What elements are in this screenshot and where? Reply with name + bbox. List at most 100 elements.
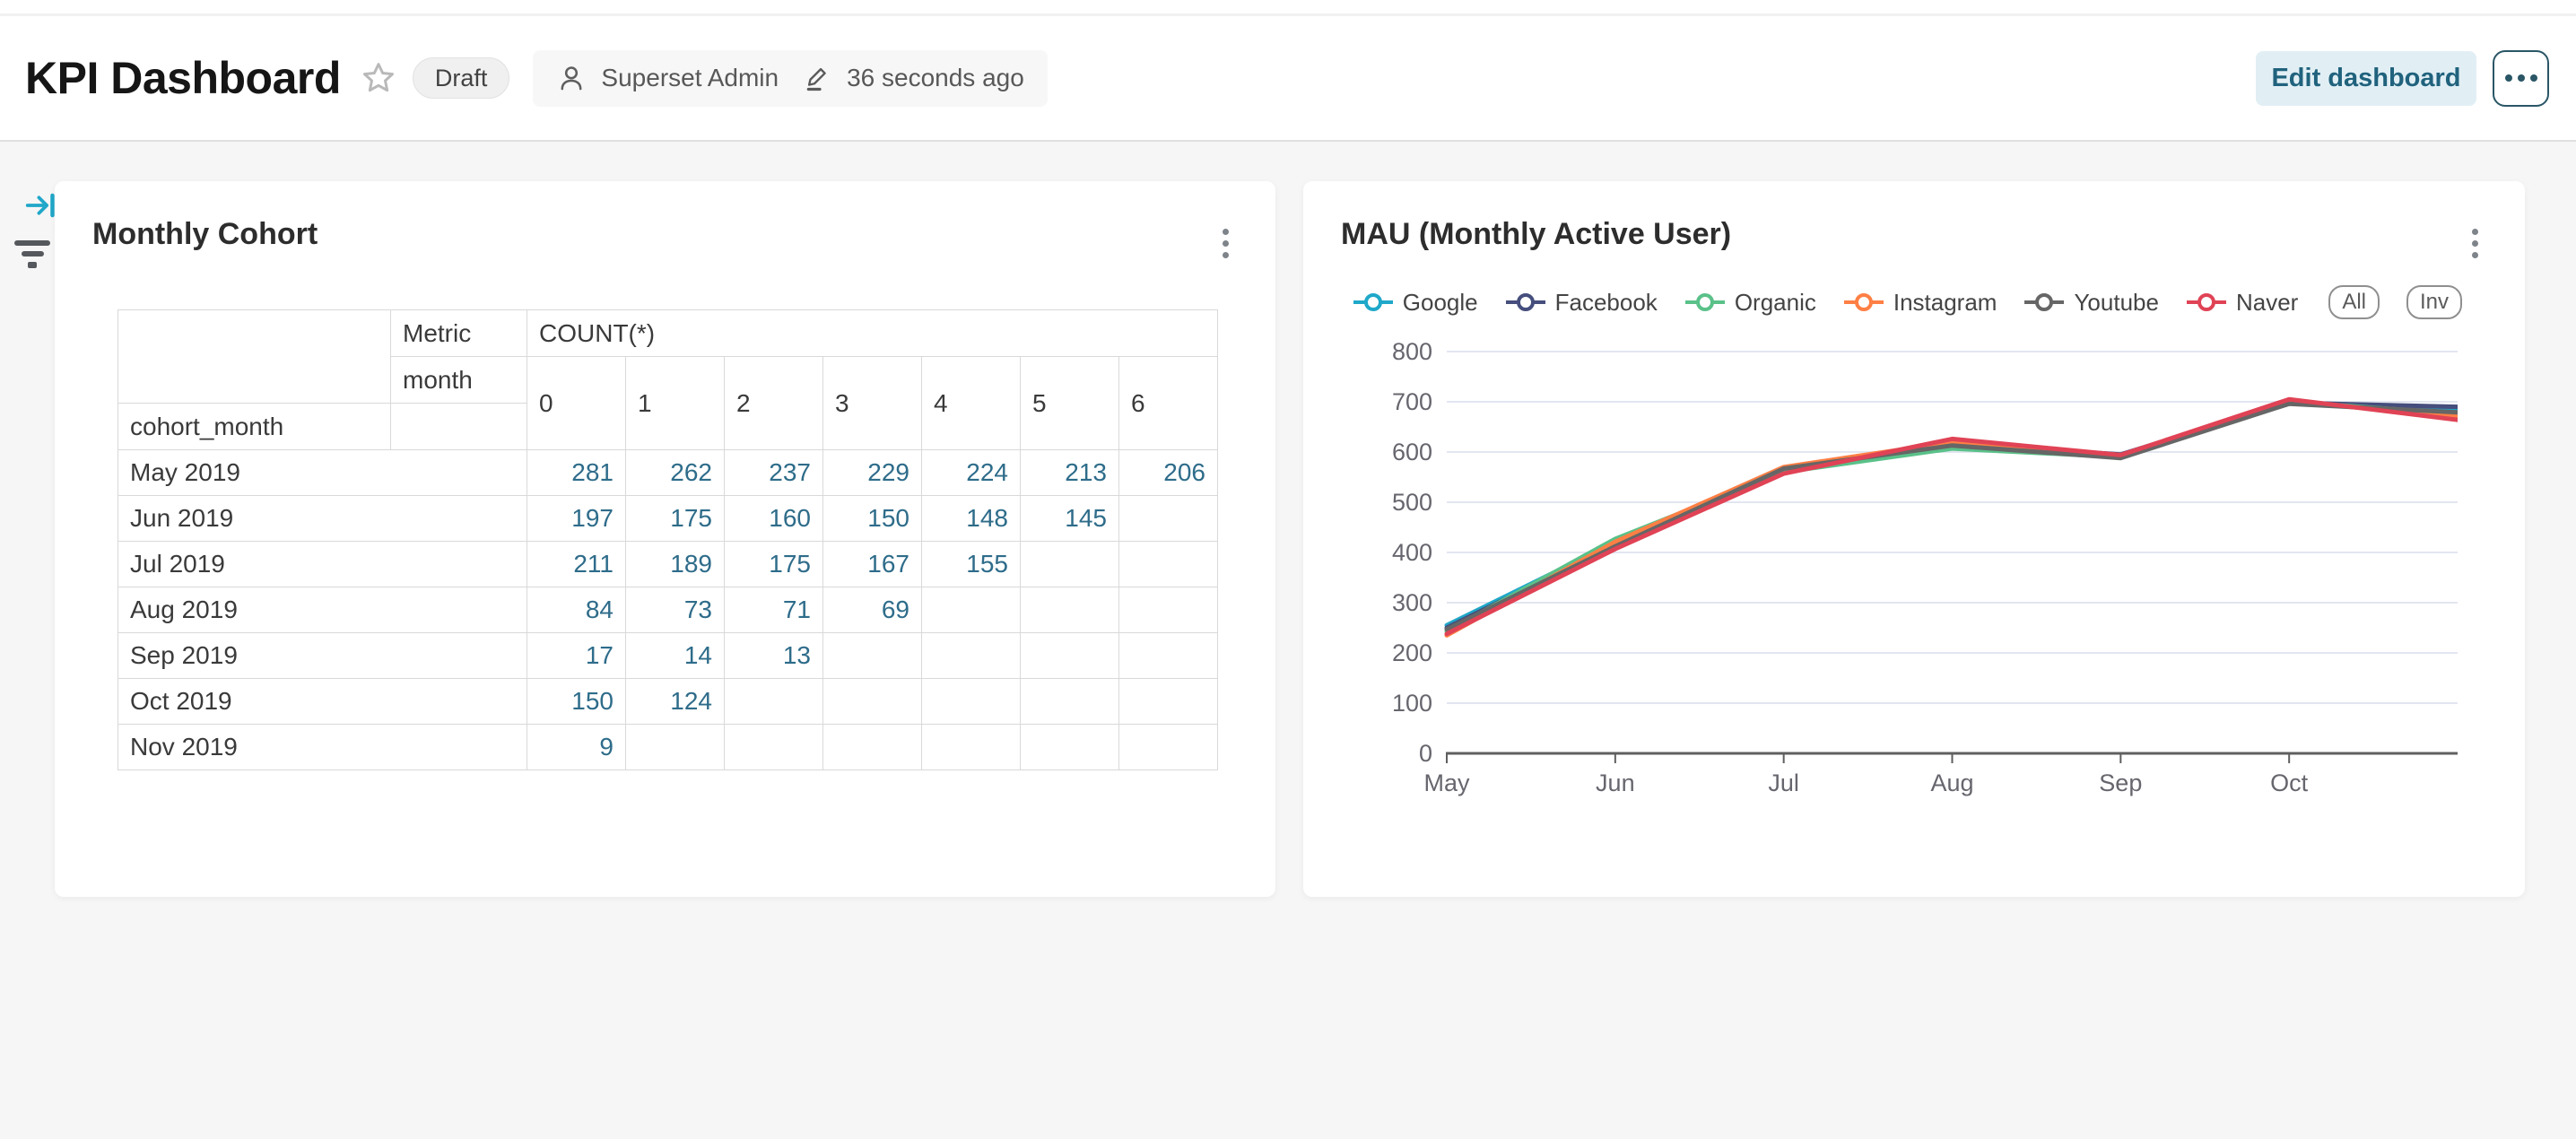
line-series-facebook (1444, 400, 2460, 630)
cell-value: 213 (1020, 449, 1119, 496)
column-dimension-cell: month (390, 356, 527, 404)
legend-item-facebook[interactable]: Facebook (1505, 289, 1658, 317)
svg-text:500: 500 (1392, 489, 1432, 516)
legend-item-instagram[interactable]: Instagram (1843, 289, 1997, 317)
cell-value: 167 (822, 541, 922, 587)
cell-value (1020, 724, 1119, 770)
last-modified: 36 seconds ago (847, 64, 1024, 91)
more-options-button[interactable] (2493, 49, 2549, 107)
column-key-cell: 3 (822, 356, 922, 450)
cell-value (921, 678, 1021, 725)
cell-value: 17 (527, 632, 626, 679)
legend-item-google[interactable]: Google (1353, 289, 1478, 317)
legend-marker-icon (2024, 293, 2065, 311)
table-row: Jul 2019 211 189 175 167 155 (117, 541, 1218, 587)
table-row: May 2019 281 262 237 229 224 213 206 (117, 449, 1218, 496)
legend-marker-icon (1505, 293, 1545, 311)
line-series-youtube (1444, 401, 2460, 632)
status-badge: Draft (412, 57, 510, 100)
nav-divider (0, 13, 2576, 16)
cell-value: 175 (724, 541, 823, 587)
row-label: Aug 2019 (117, 587, 527, 633)
cell-value (1118, 632, 1218, 679)
cell-value: 197 (527, 495, 626, 542)
table-row: Nov 2019 9 (117, 724, 1218, 770)
svg-text:100: 100 (1392, 690, 1432, 717)
cell-value (822, 632, 922, 679)
row-dimension-cell: cohort_month (117, 403, 391, 450)
cell-value: 206 (1118, 449, 1218, 496)
svg-text:800: 800 (1392, 338, 1432, 365)
column-key-cell: 1 (625, 356, 725, 450)
cell-value (625, 724, 725, 770)
svg-text:May: May (1423, 769, 1470, 796)
corner-cell (117, 309, 391, 404)
cell-value (1118, 724, 1218, 770)
page-title: KPI Dashboard (25, 53, 341, 103)
metric-label-cell: Metric (390, 309, 527, 357)
svg-text:Jul: Jul (1768, 769, 1799, 796)
row-label: Sep 2019 (117, 632, 527, 679)
filter-icon[interactable] (13, 240, 52, 268)
cell-value: 224 (921, 449, 1021, 496)
mau-more-vert-icon[interactable] (2455, 217, 2494, 269)
cell-value: 148 (921, 495, 1021, 542)
cell-value: 175 (625, 495, 725, 542)
svg-text:Aug: Aug (1930, 769, 1973, 796)
owner-chip: Superset Admin 36 seconds ago (533, 49, 1048, 107)
user-icon (556, 63, 587, 93)
svg-text:200: 200 (1392, 639, 1432, 666)
cell-value (822, 678, 922, 725)
mau-line-chart[interactable]: 0 100 200 300 400 500 600 700 800 May Jun Jul Aug Sep… (1363, 329, 2460, 804)
table-row: Jun 2019 197 175 160 150 148 145 (117, 495, 1218, 542)
chart-legend: Google Facebook Organic Instagram Youtube Nav… (1353, 285, 2462, 319)
cell-value: 84 (527, 587, 626, 633)
expand-filter-bar-icon[interactable] (23, 188, 57, 225)
cell-value (921, 587, 1021, 633)
table-row: Oct 2019 150 124 (117, 678, 1218, 725)
cell-value (1020, 632, 1119, 679)
line-series-naver (1444, 396, 2460, 637)
cell-value: 9 (527, 724, 626, 770)
svg-text:700: 700 (1392, 388, 1432, 415)
cohort-more-vert-icon[interactable] (1205, 217, 1245, 269)
legend-marker-icon (1843, 293, 1884, 311)
legend-inverse-button[interactable]: Inv (2406, 285, 2462, 319)
edit-pencil-icon (804, 64, 832, 92)
legend-item-organic[interactable]: Organic (1684, 289, 1816, 317)
svg-text:300: 300 (1392, 589, 1432, 616)
legend-label: Google (1402, 288, 1478, 316)
cell-value (1118, 495, 1218, 542)
owner-name: Superset Admin (601, 64, 779, 91)
edit-dashboard-button[interactable]: Edit dashboard (2256, 50, 2476, 106)
column-key-cell: 5 (1020, 356, 1119, 450)
table-row: Sep 2019 17 14 13 (117, 632, 1218, 679)
row-dimension-row: cohort_month (117, 403, 1218, 450)
legend-marker-icon (1353, 293, 1393, 311)
legend-item-naver[interactable]: Naver (2186, 289, 2298, 317)
line-series-organic (1444, 399, 2460, 634)
favorite-star-icon[interactable] (361, 60, 396, 96)
line-series-instagram (1444, 398, 2460, 638)
cell-value: 211 (527, 541, 626, 587)
column-key-cell: 4 (921, 356, 1021, 450)
legend-label: Instagram (1893, 288, 1997, 316)
legend-item-youtube[interactable]: Youtube (2023, 289, 2159, 317)
column-key-cell: 6 (1118, 356, 1218, 450)
ellipsis-icon (2504, 74, 2512, 82)
cohort-panel-title: Monthly Cohort (92, 217, 318, 251)
row-label: Nov 2019 (117, 724, 527, 770)
legend-marker-icon (1684, 293, 1725, 311)
legend-label: Facebook (1554, 288, 1658, 316)
cell-value (921, 724, 1021, 770)
svg-text:Oct: Oct (2270, 769, 2309, 796)
mau-panel-title: MAU (Monthly Active User) (1341, 217, 1732, 251)
row-label: Jun 2019 (117, 495, 527, 542)
legend-label: Organic (1734, 288, 1816, 316)
cell-value (1118, 587, 1218, 633)
legend-select-all-button[interactable]: All (2328, 285, 2380, 319)
